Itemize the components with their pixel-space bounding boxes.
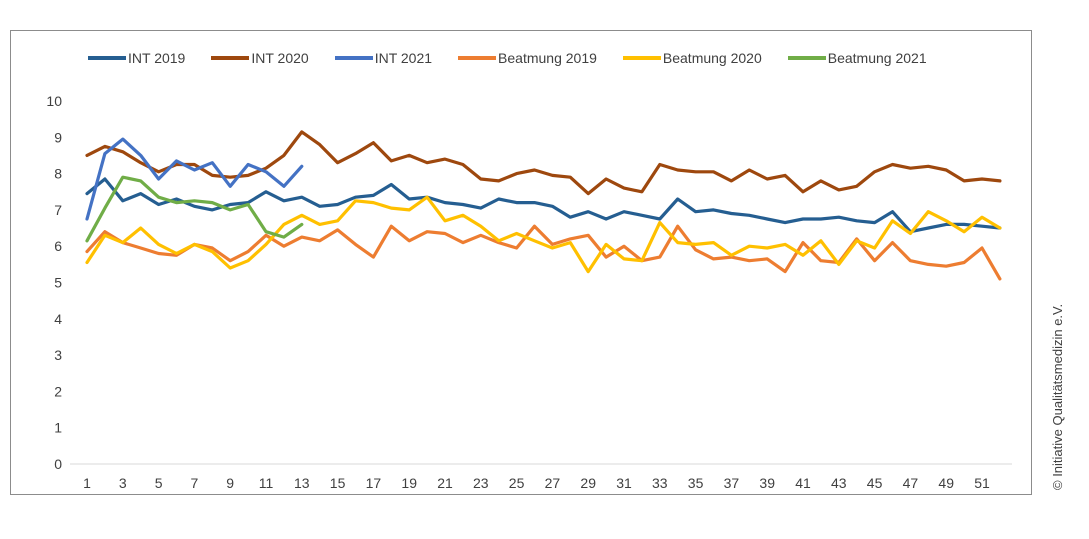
legend-label: Beatmung 2019 (498, 50, 597, 66)
chart-frame (10, 30, 1032, 495)
series-line-int-2021 (85, 137, 304, 221)
series-line-beatmung-2019 (85, 224, 1002, 281)
x-tick-label: 49 (938, 475, 954, 491)
x-tick-label: 21 (437, 475, 453, 491)
y-tick-label: 4 (54, 311, 62, 327)
legend-item: Beatmung 2021 (787, 50, 927, 66)
legend-swatch (88, 56, 126, 60)
x-tick-label: 31 (616, 475, 632, 491)
series-line-beatmung-2020 (85, 195, 1002, 274)
y-tick-label: 0 (54, 456, 62, 472)
legend-item: INT 2021 (334, 50, 433, 66)
legend-item: INT 2020 (211, 50, 309, 66)
legend-swatch (458, 56, 497, 60)
x-tick-label: 47 (903, 475, 919, 491)
legend-swatch (334, 56, 373, 60)
y-tick-label: 3 (54, 347, 62, 363)
legend-swatch (211, 56, 250, 60)
x-tick-label: 33 (652, 475, 668, 491)
y-tick-label: 5 (54, 275, 62, 291)
x-tick-label: 3 (119, 475, 127, 491)
x-tick-label: 51 (974, 475, 990, 491)
y-tick-label: 1 (54, 420, 62, 436)
x-tick-label: 41 (795, 475, 811, 491)
legend-label: INT 2021 (374, 50, 433, 66)
x-tick-label: 5 (155, 475, 163, 491)
x-tick-label: 37 (724, 475, 740, 491)
legend-item: Beatmung 2019 (458, 50, 597, 66)
x-tick-label: 7 (191, 475, 199, 491)
x-tick-label: 39 (759, 475, 775, 491)
x-tick-label: 15 (330, 475, 346, 491)
legend-swatch (787, 56, 826, 60)
x-tick-label: 25 (509, 475, 525, 491)
y-tick-label: 10 (46, 93, 62, 109)
series-line-int-2020 (85, 130, 1002, 196)
y-tick-label: 6 (54, 238, 62, 254)
x-tick-label: 1 (83, 475, 91, 491)
copyright-note: © Initiative Qualitätsmedizin e.V. (1050, 303, 1065, 490)
chart-legend: INT 2019 INT 2020 INT 2021 Beatmung 2019 Bea… (88, 49, 953, 67)
x-tick-label: 43 (831, 475, 847, 491)
x-tick-label: 29 (580, 475, 596, 491)
x-tick-label: 11 (259, 475, 274, 491)
y-tick-label: 9 (54, 129, 62, 145)
legend-swatch (622, 56, 661, 60)
legend-item: Beatmung 2020 (622, 50, 762, 66)
y-tick-label: 8 (54, 166, 62, 182)
legend-label: Beatmung 2020 (662, 50, 762, 66)
x-tick-label: 9 (226, 475, 234, 491)
y-tick-label: 2 (54, 383, 62, 399)
x-tick-label: 45 (867, 475, 883, 491)
x-tick-label: 19 (401, 475, 417, 491)
x-tick-label: 17 (366, 475, 382, 491)
legend-item: INT 2019 (88, 50, 185, 66)
legend-label: INT 2019 (128, 50, 186, 66)
y-tick-label: 7 (54, 202, 62, 218)
legend-label: Beatmung 2021 (827, 50, 927, 66)
series-line-int-2019 (85, 177, 1002, 234)
x-tick-label: 27 (545, 475, 561, 491)
legend-label: INT 2020 (251, 50, 309, 66)
x-tick-label: 23 (473, 475, 489, 491)
x-tick-label: 13 (294, 475, 310, 491)
series-line-beatmung-2021 (85, 175, 304, 243)
x-tick-label: 35 (688, 475, 704, 491)
